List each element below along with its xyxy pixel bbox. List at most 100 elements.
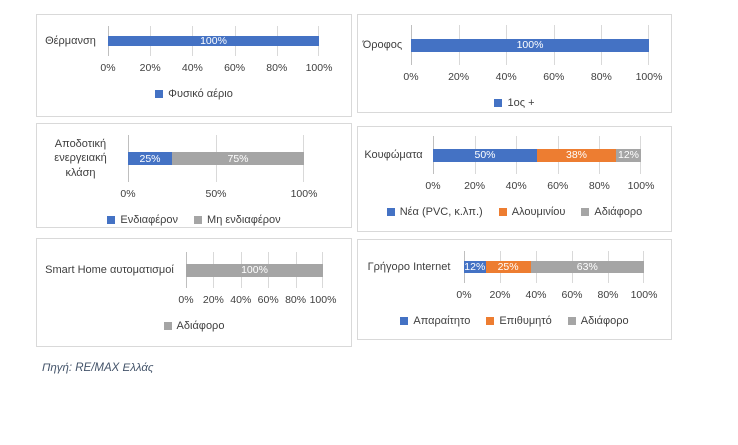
- category-label: Αποδοτική ενεργειακή κλάση: [54, 138, 107, 179]
- legend-marker-icon: [494, 99, 503, 107]
- axis-tick-label: 80%: [588, 180, 610, 192]
- bar-value-label: 100%: [516, 39, 544, 51]
- bar-value-label: 25%: [139, 152, 161, 165]
- legend: Αδιάφορο: [37, 320, 351, 332]
- x-axis: 0% 20% 40% 60% 80% 100%: [456, 289, 657, 302]
- legend-item: Φυσικό αέριο: [155, 88, 233, 100]
- chart-panel-5[interactable]: Smart Home αυτοματισμοί 100% 0% 20% 40% 60% 80…: [36, 238, 352, 347]
- axis-tick-label: 40%: [525, 289, 547, 301]
- legend-marker-icon: [155, 90, 164, 98]
- plot-area: 100%: [186, 252, 323, 288]
- bar-value-label: 12%: [617, 149, 640, 161]
- axis-tick-label: 50%: [205, 188, 227, 200]
- axis-tick-label: 20%: [202, 294, 224, 306]
- chart-panel-1[interactable]: Θέρμανση 100% 0% 20% 40% 60% 80% 100% Φυσικό αέρ…: [36, 14, 352, 117]
- legend-item: Επιθυμητό: [486, 315, 552, 327]
- axis-tick-label: 80%: [597, 289, 619, 301]
- legend: Απαραίτητο Επιθυμητό Αδιάφορο: [358, 315, 671, 327]
- legend-item: Μη ενδιαφέρον: [194, 214, 281, 226]
- bar-value-label: 25%: [497, 261, 519, 273]
- chart-panel-2[interactable]: Όροφος 100% 0% 20% 40% 60% 80% 100% 1ος +: [357, 14, 672, 113]
- axis-tick-label: 60%: [547, 180, 569, 192]
- legend: Νέα (PVC, κ.λπ.) Αλουμινίου Αδιάφορο: [358, 206, 671, 218]
- x-axis: 0% 20% 40% 60% 80% 100%: [403, 71, 662, 84]
- bar-value-label: 63%: [576, 261, 598, 273]
- axis-tick-label: 20%: [139, 62, 161, 74]
- plot-area: 12% 25% 63%: [464, 251, 644, 283]
- legend: 1ος +: [358, 97, 671, 109]
- bar-segment: 75%: [172, 152, 304, 165]
- x-axis: 0% 50% 100%: [120, 188, 317, 201]
- bar-value-label: 100%: [241, 264, 268, 276]
- legend-item: Αλουμινίου: [498, 206, 566, 218]
- legend-item: Απαραίτητο: [400, 315, 470, 327]
- axis-tick-label: 100%: [309, 294, 337, 306]
- category-label: Θέρμανση: [45, 34, 96, 47]
- legend: Ενδιαφέρον Μη ενδιαφέρον: [37, 214, 351, 226]
- chart-panel-6[interactable]: Γρήγορο Internet 12% 25% 63% 0% 20% 40% 60% 80% 1…: [357, 239, 672, 340]
- legend-marker-icon: [581, 208, 590, 216]
- axis-tick-label: 100%: [630, 289, 658, 301]
- legend-marker-icon: [107, 216, 116, 224]
- legend-item: Νέα (PVC, κ.λπ.): [386, 206, 483, 218]
- legend: Φυσικό αέριο: [37, 88, 351, 100]
- axis-tick-label: 0%: [456, 289, 472, 301]
- axis-tick-label: 100%: [627, 180, 655, 192]
- legend-marker-icon: [163, 322, 172, 330]
- plot-area: 50% 38% 12%: [433, 136, 641, 174]
- category-label: Γρήγορο Internet: [367, 260, 451, 273]
- plot-area: 100%: [108, 26, 319, 56]
- x-axis: 0% 20% 40% 60% 80% 100%: [100, 62, 332, 75]
- axis-tick-label: 20%: [464, 180, 486, 192]
- bar-segment: 25%: [485, 261, 531, 273]
- legend-marker-icon: [486, 317, 495, 325]
- axis-tick-label: 20%: [448, 71, 470, 83]
- legend-item: Αδιάφορο: [567, 315, 629, 327]
- bar-segment: 12%: [464, 261, 486, 273]
- legend-label: Ενδιαφέρον: [120, 214, 179, 226]
- plot-area: 100%: [411, 25, 649, 65]
- bar-value-label: 12%: [464, 261, 486, 273]
- axis-tick-label: 0%: [100, 62, 116, 74]
- axis-tick-label: 20%: [489, 289, 511, 301]
- bar-segment: 38%: [537, 148, 617, 162]
- legend-marker-icon: [386, 208, 395, 216]
- bar-segment: 50%: [433, 148, 537, 162]
- x-axis: 0% 20% 40% 60% 80% 100%: [178, 294, 336, 307]
- axis-tick-label: 100%: [290, 188, 318, 200]
- legend-item: 1ος +: [494, 97, 535, 109]
- legend-marker-icon: [194, 216, 203, 224]
- stacked-bar: 100%: [186, 263, 323, 277]
- axis-tick-label: 100%: [635, 71, 663, 83]
- legend-item: Αδιάφορο: [581, 206, 642, 218]
- axis-tick-label: 80%: [285, 294, 307, 306]
- chart-panel-3[interactable]: Αποδοτική ενεργειακή κλάση 25% 75% 0% 50% 100…: [36, 123, 352, 228]
- bar-segment: 63%: [530, 261, 644, 273]
- axis-tick-label: 60%: [543, 71, 565, 83]
- legend-label: Αδιάφορο: [580, 315, 629, 327]
- axis-tick-label: 40%: [505, 180, 527, 192]
- legend-label: Νέα (PVC, κ.λπ.): [399, 206, 483, 218]
- stacked-bar: 12% 25% 63%: [464, 261, 644, 273]
- stacked-bar: 100%: [411, 38, 649, 52]
- source-note: Πηγή: RE/MAX Ελλάς: [42, 362, 154, 374]
- axis-tick-label: 60%: [561, 289, 583, 301]
- legend-label: Απαραίτητο: [413, 315, 471, 327]
- bar-value-label: 38%: [566, 149, 588, 161]
- bar-value-label: 50%: [474, 149, 496, 161]
- legend-marker-icon: [498, 208, 507, 216]
- legend-label: 1ος +: [507, 97, 535, 109]
- legend-label: Αλουμινίου: [511, 206, 566, 218]
- chart-panel-4[interactable]: Κουφώματα 50% 38% 12% 0% 20% 40% 60% 80% 100% Νέα …: [357, 126, 672, 232]
- plot-area: 25% 75%: [128, 135, 304, 182]
- category-label: Όροφος: [362, 38, 403, 51]
- bar-segment: 12%: [616, 148, 641, 162]
- stacked-bar: 25% 75%: [128, 152, 304, 165]
- axis-tick-label: 60%: [224, 62, 246, 74]
- legend-marker-icon: [400, 317, 409, 325]
- bar-value-label: 75%: [227, 152, 249, 165]
- bar-segment: 25%: [128, 152, 172, 165]
- category-label: Smart Home αυτοματισμοί: [45, 263, 174, 276]
- legend-item: Αδιάφορο: [163, 320, 224, 332]
